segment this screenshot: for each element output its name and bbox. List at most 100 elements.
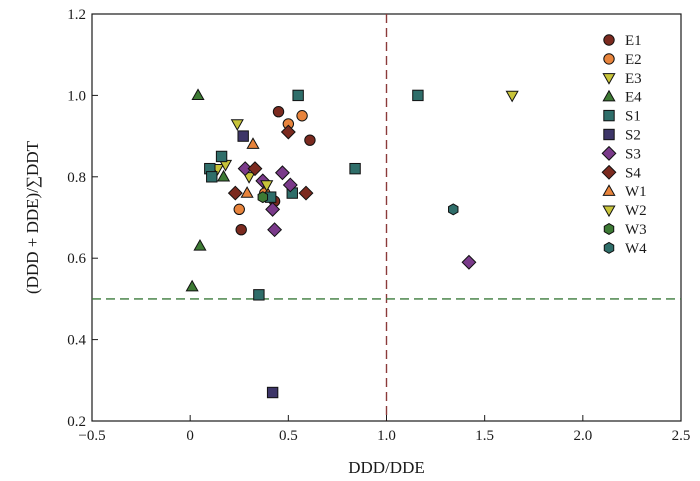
legend-item-s1: S1 <box>603 109 641 125</box>
legend-label: E1 <box>625 33 642 49</box>
legend-item-e2: E2 <box>603 52 642 68</box>
x-axis-label: DDD/DDE <box>348 458 425 477</box>
point-e1 <box>272 105 285 118</box>
point-e4 <box>193 238 207 251</box>
series-w1 <box>240 137 260 198</box>
point-s1 <box>292 89 304 102</box>
point-e4 <box>185 279 199 292</box>
point-e2 <box>233 203 245 216</box>
series-s2 <box>237 130 279 399</box>
legend-label: E4 <box>625 90 642 106</box>
legend-marker-w4 <box>603 241 615 254</box>
point-s4 <box>227 185 243 201</box>
legend-item-w4: W4 <box>603 241 647 257</box>
legend-marker-w2 <box>602 205 616 218</box>
point-e2 <box>296 110 308 122</box>
point-w2 <box>260 180 274 192</box>
legend-label: W3 <box>625 222 647 238</box>
point-s1 <box>206 171 218 183</box>
legend-marker-e1 <box>603 34 615 46</box>
point-s3 <box>267 222 283 238</box>
reference-lines <box>92 14 681 421</box>
point-e4 <box>191 88 205 101</box>
series-s4 <box>227 124 314 201</box>
x-tick-label: 0.5 <box>279 428 298 444</box>
point-e1 <box>235 224 247 236</box>
point-s3 <box>274 165 290 181</box>
y-tick-label: 1.2 <box>67 7 86 23</box>
x-tick-label: 2.0 <box>573 428 592 444</box>
point-w2 <box>505 90 519 103</box>
series-w3 <box>257 191 269 204</box>
point-s1 <box>215 150 228 163</box>
point-w1 <box>240 186 254 198</box>
y-tick-label: 0.2 <box>67 414 86 430</box>
legend-item-e3: E3 <box>602 71 642 87</box>
point-w3 <box>257 191 269 204</box>
point-w2 <box>230 119 244 131</box>
legend-item-w2: W2 <box>602 203 647 219</box>
legend-marker-e4 <box>602 89 616 102</box>
point-s1 <box>253 289 265 301</box>
legend-item-s4: S4 <box>601 164 641 181</box>
legend-item-e1: E1 <box>603 33 642 49</box>
legend-marker-s1 <box>603 109 615 122</box>
point-w4 <box>448 203 459 216</box>
legend-marker-w1 <box>602 184 616 196</box>
legend-label: S4 <box>625 165 641 181</box>
x-tick-label: −0.5 <box>78 428 105 444</box>
point-s1 <box>412 89 424 102</box>
legend-marker-s4 <box>601 164 617 180</box>
series-w2 <box>230 90 519 192</box>
y-tick-label: 0.6 <box>67 251 86 267</box>
legend-item-e4: E4 <box>602 89 642 106</box>
data-points <box>185 88 519 399</box>
legend-item-s2: S2 <box>603 128 641 144</box>
legend-label: E2 <box>625 52 642 68</box>
legend-label: W1 <box>625 184 647 200</box>
legend-label: S1 <box>625 109 641 125</box>
legend-marker-s2 <box>603 128 615 141</box>
x-tick-label: 2.5 <box>672 428 691 444</box>
point-e4 <box>216 169 231 182</box>
legend: E1 E2 E3 E4 S1 S2 S3 S4 W1 W2 W3 W4 <box>601 33 647 257</box>
series-s1 <box>204 89 424 301</box>
point-s3 <box>237 161 253 177</box>
legend-label: S2 <box>625 128 641 144</box>
legend-item-w1: W1 <box>602 184 647 200</box>
point-s2 <box>266 386 279 399</box>
legend-marker-s3 <box>601 145 617 161</box>
series-w4 <box>448 203 459 216</box>
y-axis-label: (DDD + DDE)/∑DDT <box>23 140 42 294</box>
point-s2 <box>237 130 249 142</box>
point-s4 <box>298 185 314 201</box>
legend-label: E3 <box>625 71 642 87</box>
legend-item-w3: W3 <box>603 222 647 238</box>
legend-marker-e3 <box>602 73 616 85</box>
series-e4 <box>185 88 231 292</box>
point-w1 <box>246 137 260 149</box>
legend-label: W2 <box>625 203 647 219</box>
legend-marker-w3 <box>603 222 615 236</box>
point-s3 <box>282 177 298 193</box>
point-s3 <box>461 254 477 270</box>
series-s3 <box>237 161 477 270</box>
legend-label: W4 <box>625 241 647 257</box>
point-s4 <box>280 124 296 140</box>
y-tick-label: 0.8 <box>67 170 86 186</box>
point-e1 <box>304 134 316 146</box>
point-s3 <box>265 201 281 217</box>
legend-label: S3 <box>625 146 641 162</box>
x-tick-label: 1.0 <box>377 428 396 444</box>
x-tick-label: 1.5 <box>475 428 494 444</box>
point-e3 <box>242 172 256 184</box>
y-tick-label: 1.0 <box>67 88 86 104</box>
axes: −0.5 0 0.5 1.0 1.5 2.0 2.5 0.2 0.4 0.6 0.8 1.0 1.2 <box>67 7 690 444</box>
legend-marker-e2 <box>603 53 615 65</box>
legend-item-s3: S3 <box>601 145 641 162</box>
x-tick-label: 0 <box>186 428 194 444</box>
point-s1 <box>349 162 361 175</box>
point-s4 <box>247 161 263 177</box>
y-tick-label: 0.4 <box>67 333 86 349</box>
